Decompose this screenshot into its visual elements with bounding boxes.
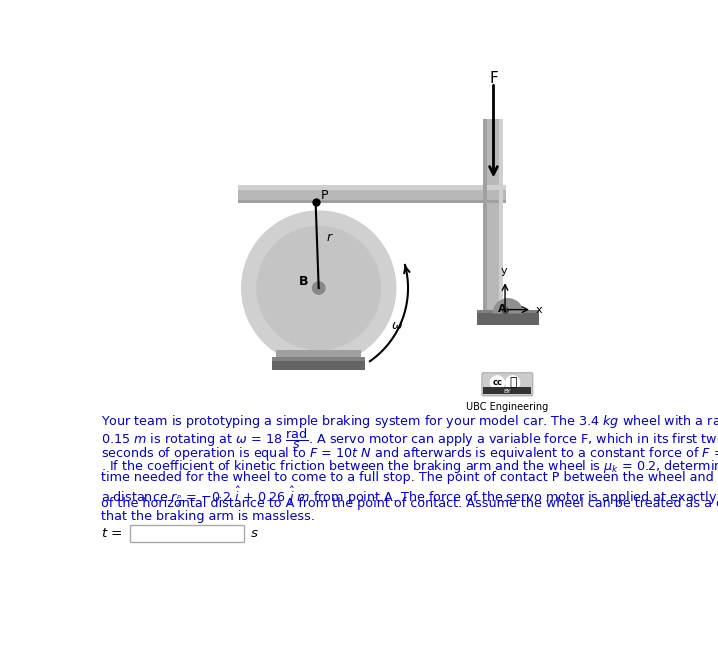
Text: of the horizontal distance to A from the point of contact. Assume the wheel can : of the horizontal distance to A from the…: [101, 497, 718, 510]
Text: $s$: $s$: [250, 527, 259, 540]
Bar: [477, 310, 539, 325]
Bar: [130, 526, 244, 542]
Circle shape: [505, 376, 520, 389]
Text: P: P: [321, 189, 329, 202]
Bar: [273, 357, 365, 361]
Text: x: x: [536, 305, 543, 315]
Circle shape: [257, 226, 381, 349]
Bar: [499, 119, 503, 317]
Bar: [238, 200, 505, 203]
Bar: [276, 349, 361, 357]
Bar: [477, 310, 539, 313]
Bar: [238, 185, 505, 203]
Text: that the braking arm is massless.: that the braking arm is massless.: [101, 510, 314, 523]
Text: UBC Engineering: UBC Engineering: [466, 402, 549, 412]
Text: time needed for the wheel to come to a full stop. The point of contact P between: time needed for the wheel to come to a f…: [101, 471, 718, 484]
Text: $\omega$: $\omega$: [391, 319, 402, 333]
Text: Your team is prototyping a simple braking system for your model car. The 3.4 $\m: Your team is prototyping a simple brakin…: [101, 413, 718, 430]
Text: BY: BY: [503, 389, 511, 393]
Bar: [483, 119, 503, 317]
Text: A: A: [498, 304, 507, 314]
Text: B: B: [299, 275, 308, 288]
Text: a distance $r_{\frac{P}{A}}$ = $-$0.2 $\hat{i}$ + 0.26 $\hat{j}$ $m$ from point : a distance $r_{\frac{P}{A}}$ = $-$0.2 $\…: [101, 484, 718, 508]
Text: cc: cc: [493, 378, 503, 387]
Text: . If the coefficient of kinetic friction between the braking arm and the wheel i: . If the coefficient of kinetic friction…: [101, 458, 718, 475]
Text: ⓘ: ⓘ: [509, 376, 516, 389]
Circle shape: [312, 282, 325, 294]
Circle shape: [490, 376, 504, 389]
Text: y: y: [501, 267, 508, 276]
Text: r: r: [327, 231, 332, 244]
FancyBboxPatch shape: [482, 373, 533, 396]
Text: seconds of operation is equal to $F$ = 10$t$ $N$ and afterwards is equivalent to: seconds of operation is equal to $F$ = 1…: [101, 445, 718, 462]
Text: F: F: [489, 71, 498, 86]
Bar: [483, 387, 531, 394]
Circle shape: [242, 211, 396, 365]
Bar: [238, 185, 505, 190]
Text: 0.15 $m$ is rotating at $\omega$ = 18 $\dfrac{\mathrm{rad}}{s}$. A servo motor c: 0.15 $m$ is rotating at $\omega$ = 18 $\…: [101, 426, 718, 451]
Wedge shape: [493, 298, 523, 313]
Text: $t$ =: $t$ =: [101, 527, 122, 540]
Bar: [483, 119, 488, 317]
Bar: [273, 357, 365, 369]
